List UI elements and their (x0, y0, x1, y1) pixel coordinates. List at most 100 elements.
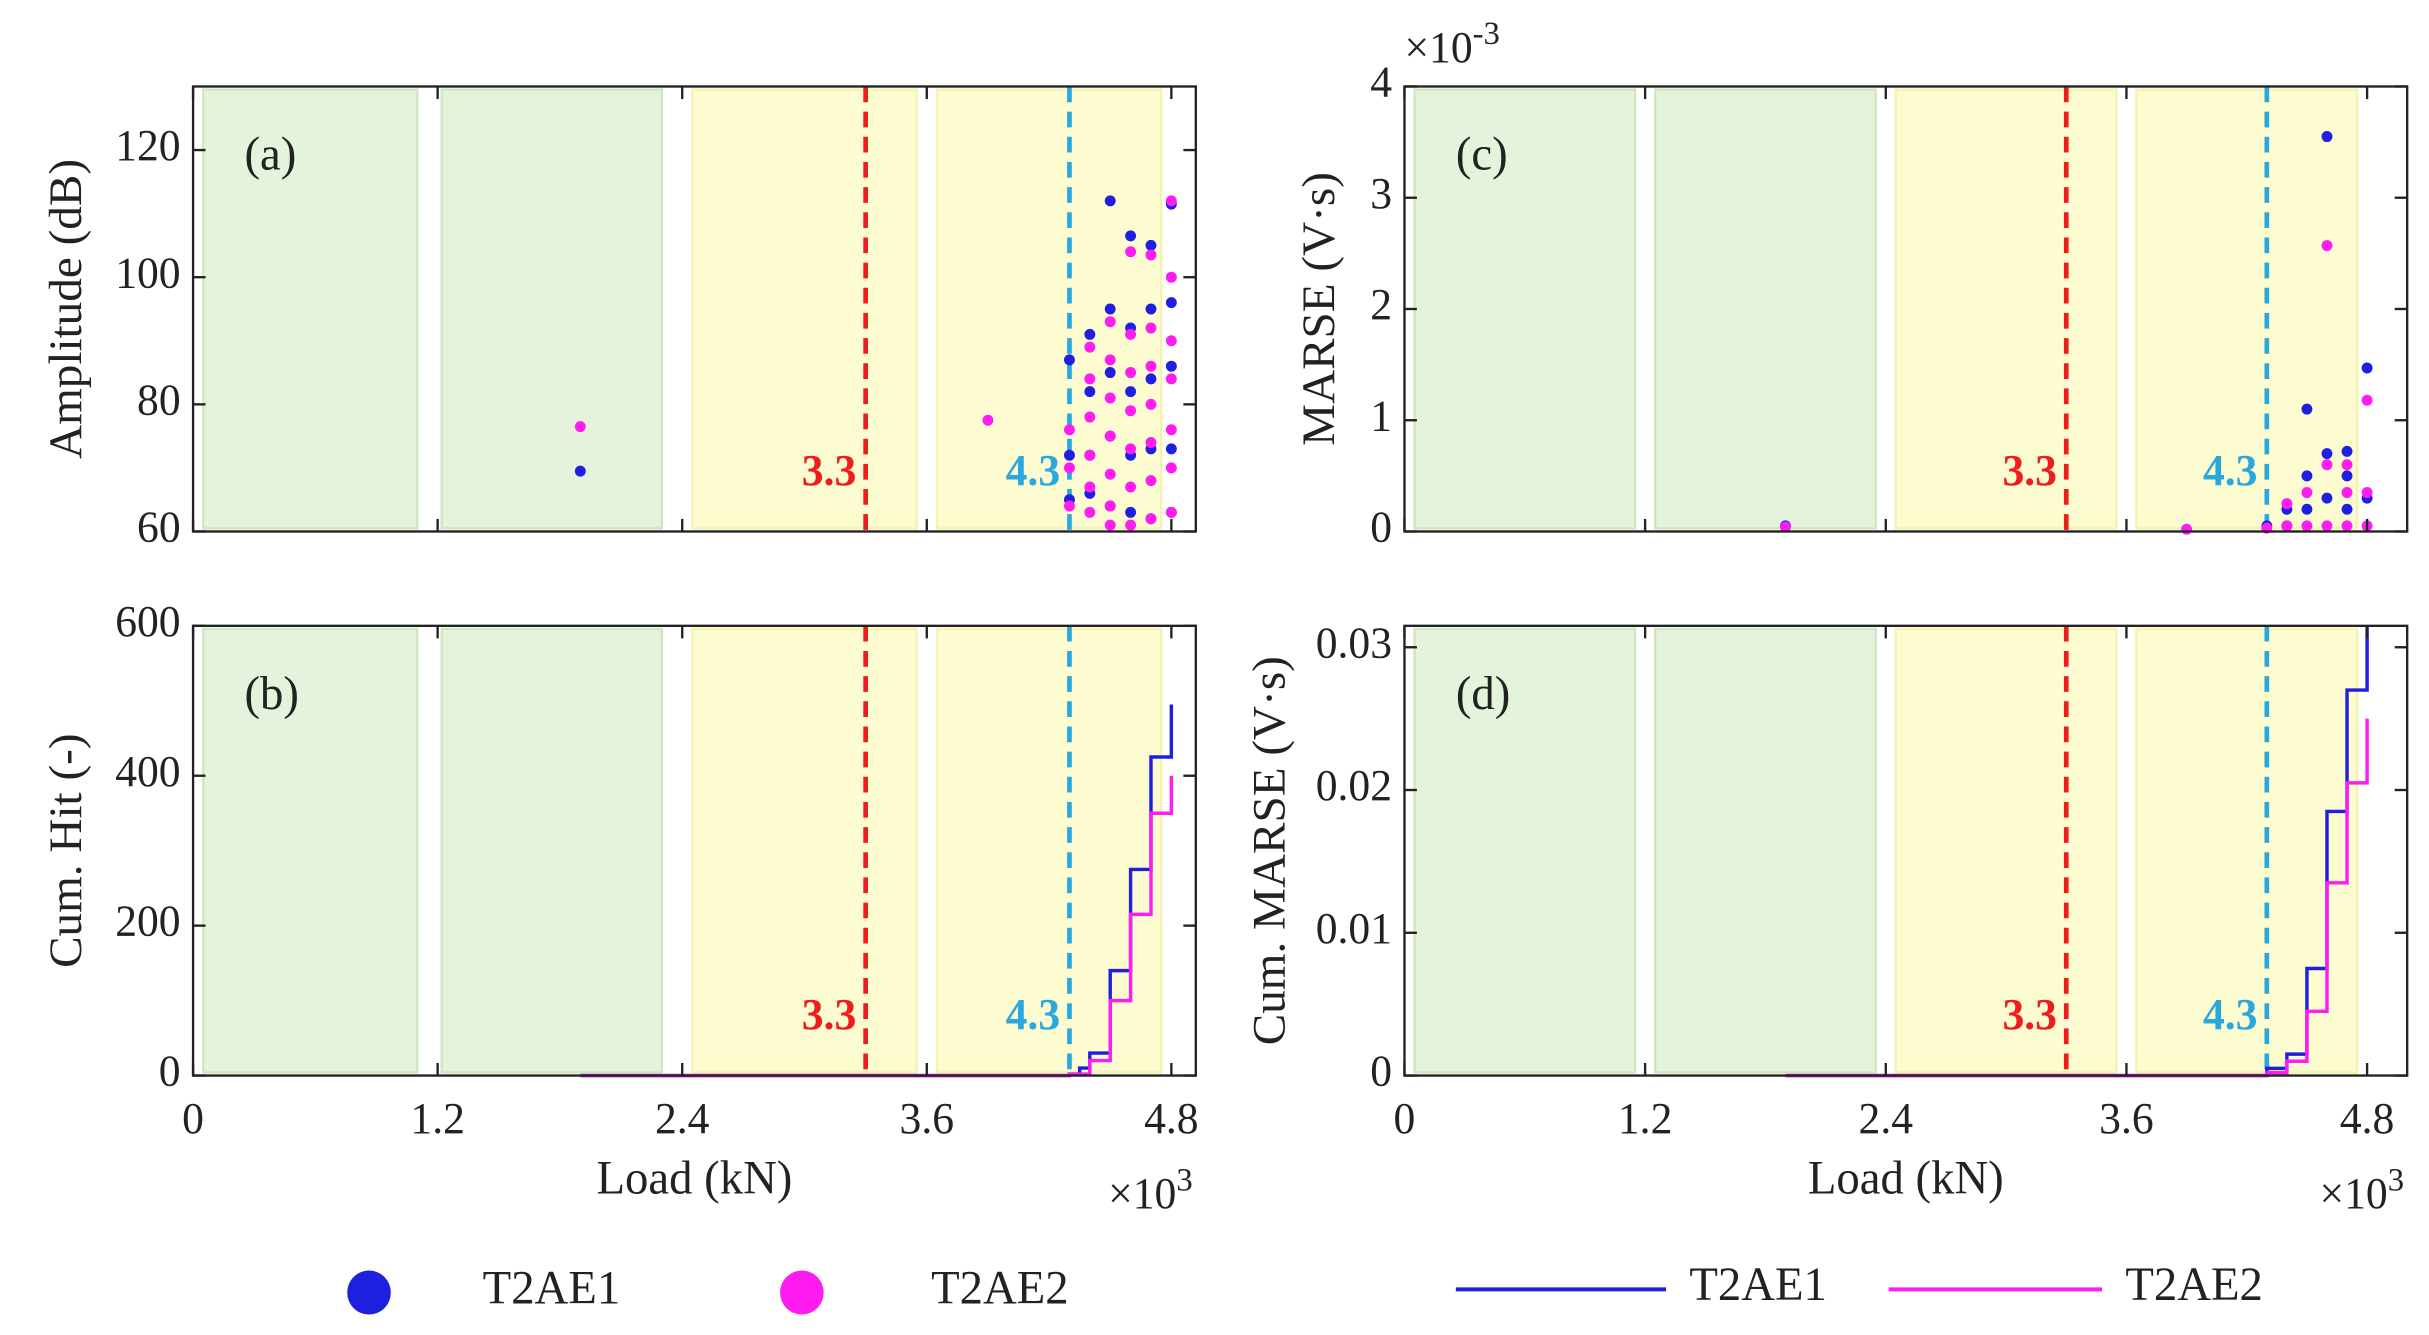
legend-marker (780, 1270, 824, 1315)
panel-label: (b) (244, 668, 298, 720)
y-tick-label: 0 (1370, 503, 1392, 551)
point (1125, 405, 1137, 417)
axes-box (191, 85, 1197, 533)
point (1104, 392, 1116, 404)
point (1084, 411, 1096, 423)
point (1125, 246, 1137, 258)
region (1413, 627, 1637, 1074)
x-tick-label: 2.4 (655, 1095, 710, 1143)
point (2361, 394, 2373, 406)
point (1145, 513, 1157, 525)
threshold-label: 4.3 (2203, 447, 2257, 495)
threshold-label: 4.3 (1006, 991, 1060, 1039)
point (2321, 240, 2333, 252)
point (1064, 462, 1075, 474)
region (1894, 627, 2118, 1074)
point (1104, 303, 1116, 315)
axis-multiplier: ×103 (1108, 1162, 1193, 1218)
legend-label: T2AE2 (2125, 1259, 2263, 1311)
point (1104, 500, 1116, 512)
point (2301, 520, 2313, 532)
region (202, 88, 419, 530)
point (1125, 230, 1137, 242)
point (2321, 459, 2333, 471)
x-tick-label: 1.2 (410, 1095, 464, 1143)
point (1145, 475, 1157, 487)
point (1165, 297, 1177, 309)
legend-label: T2AE1 (1689, 1259, 1827, 1311)
point (2341, 470, 2353, 482)
axis-multiplier: ×10-3 (1404, 16, 1499, 72)
threshold-label: 4.3 (2203, 991, 2257, 1039)
panel-label: (c) (1456, 128, 1508, 180)
region (691, 88, 918, 530)
point (1064, 449, 1075, 461)
multiplier-base: ×10 (1404, 24, 1472, 72)
point (2361, 362, 2373, 374)
point (1145, 322, 1157, 334)
y-axis-label: Cum. MARSE (V·s) (1244, 656, 1296, 1045)
threshold-label: 3.3 (802, 991, 856, 1039)
point (1104, 468, 1116, 480)
point (2321, 131, 2333, 143)
panel-label: (d) (1456, 668, 1510, 720)
point (1104, 316, 1116, 328)
x-tick-label: 4.8 (2340, 1095, 2394, 1143)
point (1780, 521, 1791, 533)
y-tick-label: 60 (137, 503, 181, 551)
point (1104, 430, 1116, 442)
y-tick-label: 0.01 (1316, 905, 1392, 953)
y-tick-label: 600 (115, 598, 180, 646)
point (1084, 481, 1096, 493)
x-tick-label: 3.6 (2099, 1095, 2153, 1143)
point (2341, 445, 2353, 457)
point (1125, 328, 1137, 340)
point (2321, 448, 2333, 460)
point (1145, 360, 1157, 372)
region (691, 627, 918, 1074)
point (2281, 520, 2293, 532)
point (1145, 436, 1157, 448)
point (982, 414, 994, 426)
axes-box (1403, 624, 2409, 1077)
point (1084, 373, 1096, 385)
y-tick-label: 0 (1370, 1047, 1392, 1095)
point (1145, 239, 1157, 251)
point (2281, 498, 2293, 510)
point (1125, 386, 1137, 398)
x-tick-label: 4.8 (1144, 1095, 1198, 1143)
point (1104, 195, 1116, 207)
point (1145, 398, 1157, 410)
point (1165, 443, 1177, 455)
point (2301, 403, 2313, 415)
point (574, 465, 586, 477)
point (1064, 354, 1075, 366)
point (1165, 373, 1177, 385)
region (1653, 88, 1877, 530)
y-tick-label: 0.03 (1316, 619, 1392, 667)
point (2341, 503, 2353, 515)
point (2301, 470, 2313, 482)
point (1125, 367, 1137, 379)
point (1145, 373, 1157, 385)
point (1084, 449, 1096, 461)
point (1125, 506, 1137, 518)
multiplier-exponent: 3 (1176, 1162, 1192, 1198)
x-axis-label: Load (kN) (1808, 1152, 2004, 1204)
point (2341, 520, 2353, 532)
point (2301, 487, 2313, 499)
point (2181, 523, 2193, 535)
point (2301, 503, 2313, 515)
y-tick-label: 1 (1370, 392, 1392, 440)
y-tick-label: 80 (137, 376, 181, 424)
point (1084, 341, 1096, 353)
y-axis-label: MARSE (V·s) (1293, 172, 1345, 446)
axis-multiplier: ×103 (2320, 1162, 2405, 1218)
y-tick-label: 0 (159, 1047, 181, 1095)
point (2341, 487, 2353, 499)
point (1084, 506, 1096, 518)
y-axis-label: Amplitude (dB) (40, 159, 92, 459)
point (1165, 271, 1177, 283)
point (1084, 386, 1096, 398)
